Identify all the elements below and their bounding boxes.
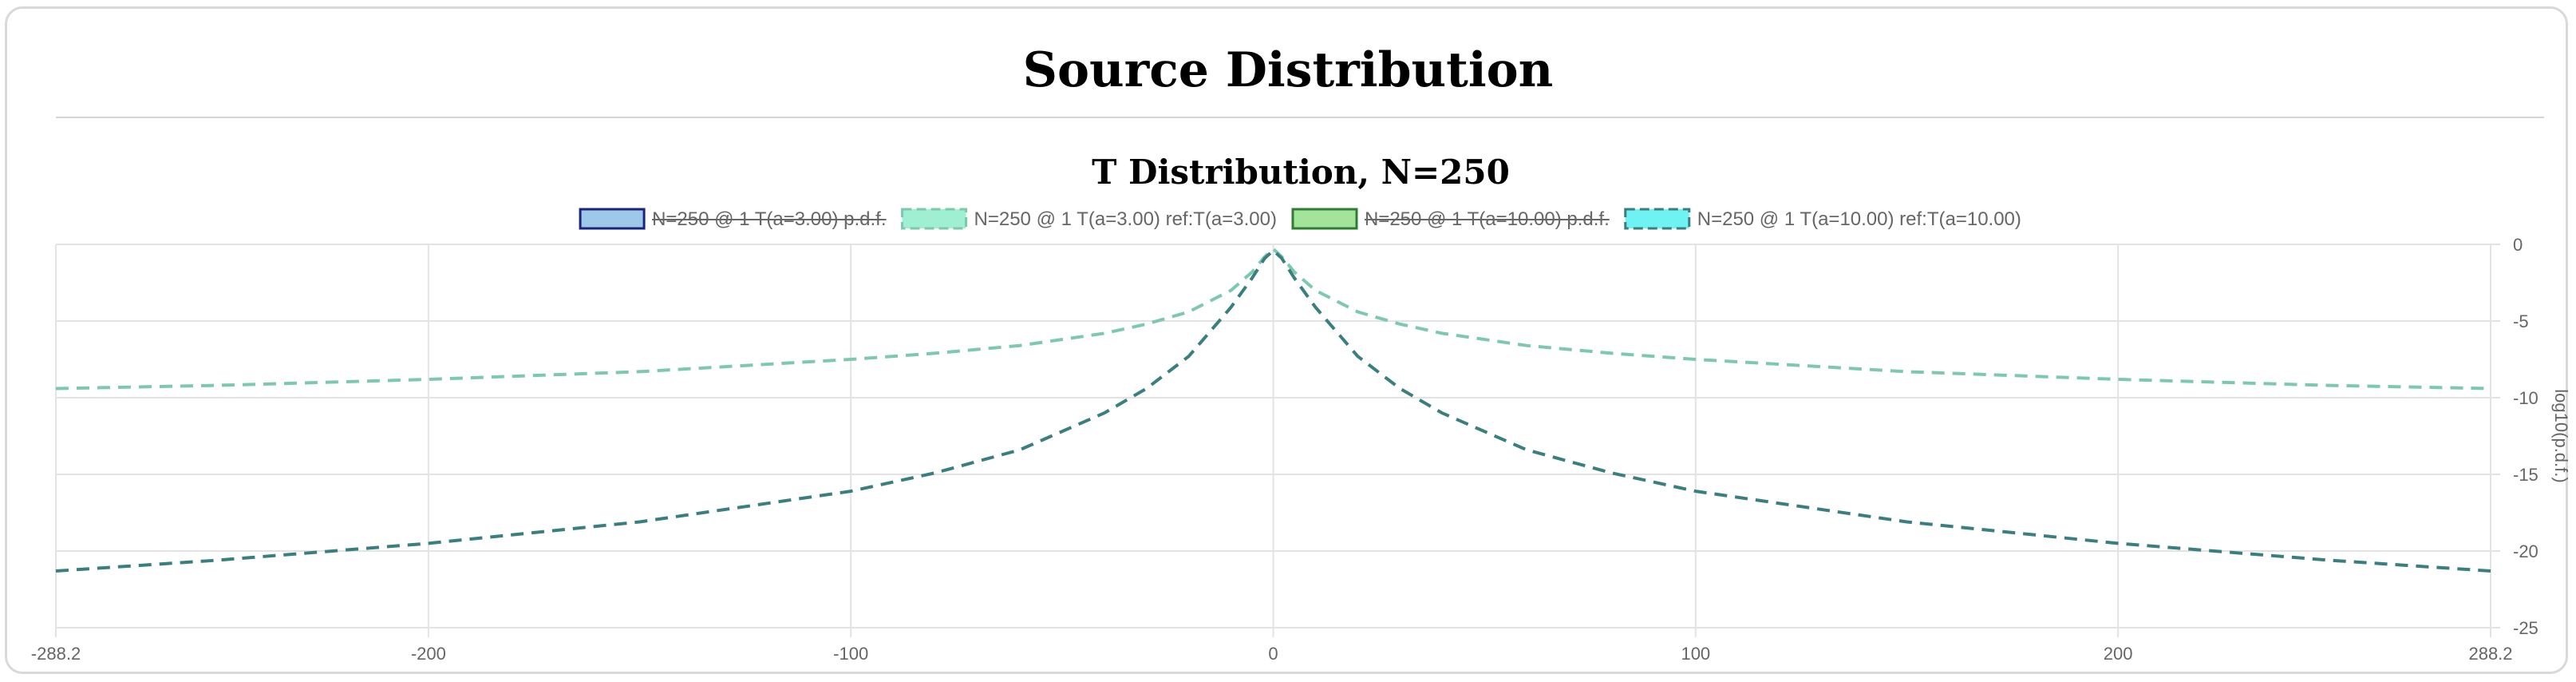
x-tick-label: 0 <box>1268 644 1278 664</box>
x-tick-label: 200 <box>2104 644 2133 664</box>
legend-swatch <box>579 208 646 230</box>
legend-item-2[interactable]: N=250 @ 1 T(a=10.00) p.d.f. <box>1291 208 1610 230</box>
x-tick-label: 100 <box>1681 644 1710 664</box>
legend-swatch <box>1291 208 1358 230</box>
legend-item-1[interactable]: N=250 @ 1 T(a=3.00) ref:T(a=3.00) <box>901 208 1277 230</box>
legend-label: N=250 @ 1 T(a=3.00) ref:T(a=3.00) <box>974 208 1277 230</box>
legend-label: N=250 @ 1 T(a=10.00) ref:T(a=10.00) <box>1697 208 2021 230</box>
legend: N=250 @ 1 T(a=3.00) p.d.f. N=250 @ 1 T(a=… <box>579 208 2021 230</box>
grid <box>55 244 2500 637</box>
x-tick-label: -200 <box>411 644 446 664</box>
legend-swatch <box>901 208 968 230</box>
y-tick-label: -20 <box>2513 541 2538 561</box>
series-layer <box>55 247 2491 573</box>
chart-title: T Distribution, N=250 <box>1092 153 1510 192</box>
y-tick-label: -10 <box>2513 388 2538 408</box>
series-line-1 <box>55 247 2491 391</box>
y-tick-label: -15 <box>2513 465 2538 485</box>
x-tick-label: -100 <box>833 644 868 664</box>
x-tick-label: -288.2 <box>31 644 81 664</box>
title-divider <box>56 117 2544 118</box>
legend-item-3[interactable]: N=250 @ 1 T(a=10.00) ref:T(a=10.00) <box>1624 208 2021 230</box>
y-tick-label: -25 <box>2513 618 2538 638</box>
y-tick-label: -5 <box>2513 311 2529 331</box>
legend-item-0[interactable]: N=250 @ 1 T(a=3.00) p.d.f. <box>579 208 887 230</box>
y-tick-label: 0 <box>2513 235 2523 255</box>
page-title: Source Distribution <box>1022 42 1554 98</box>
x-tick-label: 288.2 <box>2468 644 2512 664</box>
legend-swatch <box>1624 208 1691 230</box>
y-axis-title: log10(p.d.f.) <box>2551 389 2571 482</box>
ticks: -288.2 -200 -100 0 100 200 288.2 0 -5 -10 -15 -20 -2… <box>31 235 2538 664</box>
